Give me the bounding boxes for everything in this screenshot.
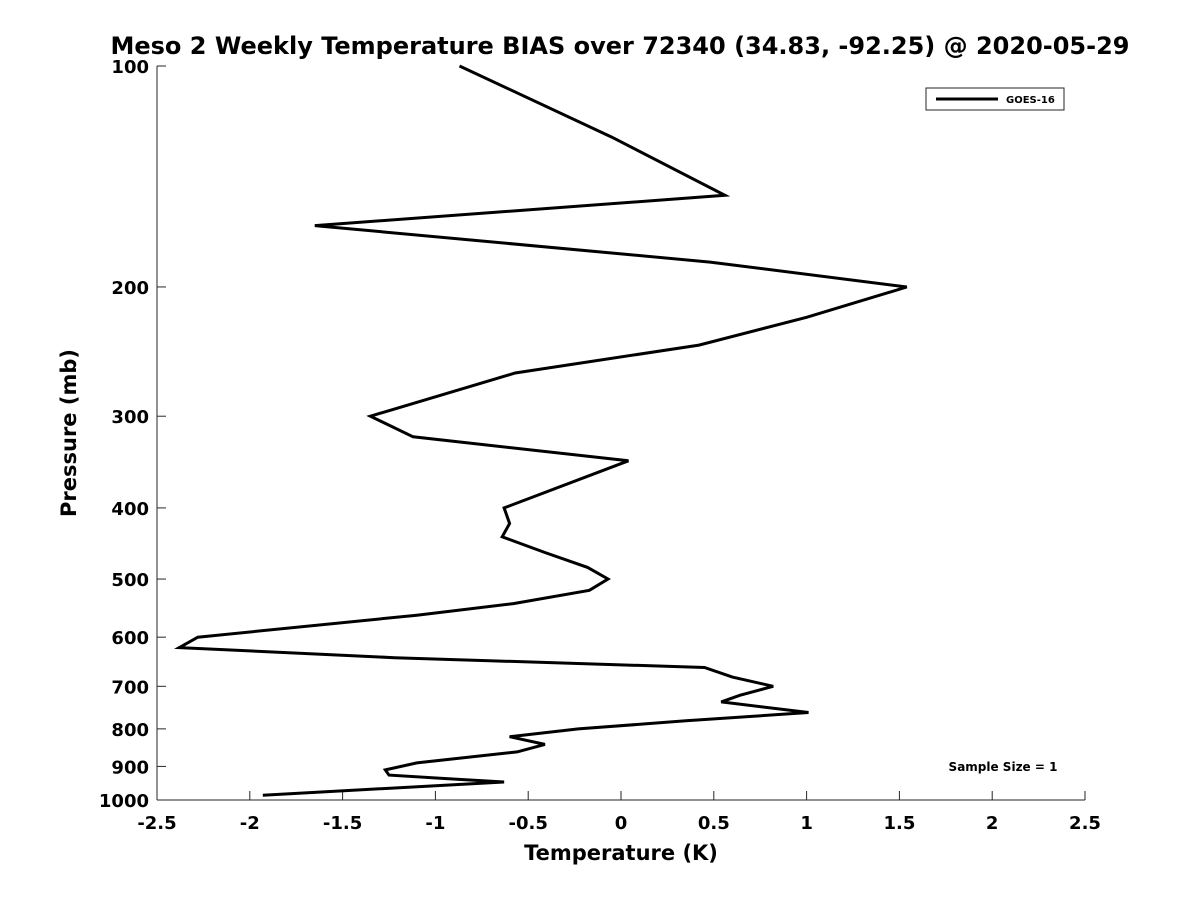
y-tick-label: 400: [111, 499, 149, 520]
y-tick-label: 300: [111, 407, 149, 428]
x-tick-label: 0: [615, 813, 628, 834]
x-axis-ticks: -2.5 -2 -1.5 -1 -0.5 0 0.5 1 1.5 2 2.5: [137, 791, 1101, 834]
chart-title: Meso 2 Weekly Temperature BIAS over 7234…: [110, 32, 1129, 60]
y-tick-label: 100: [111, 57, 149, 78]
y-axis-label: Pressure (mb): [57, 349, 81, 517]
x-tick-label: -2.5: [137, 813, 176, 834]
x-tick-label: 1.5: [883, 813, 915, 834]
sample-size-annotation: Sample Size = 1: [949, 760, 1058, 774]
x-tick-label: -1.5: [323, 813, 362, 834]
y-tick-label: 1000: [99, 791, 149, 812]
y-tick-label: 900: [111, 757, 149, 778]
x-tick-label: -1: [425, 813, 445, 834]
x-tick-label: 2: [986, 813, 999, 834]
y-tick-label: 800: [111, 720, 149, 741]
y-tick-label: 500: [111, 570, 149, 591]
series-layer: [174, 64, 908, 797]
x-tick-label: 2.5: [1069, 813, 1101, 834]
y-axis-ticks: 100 200 300 400 500 600 700 800 900 1000: [99, 57, 166, 812]
x-tick-label: 1: [800, 813, 813, 834]
x-tick-label: -0.5: [509, 813, 548, 834]
legend-entry-goes16: GOES-16: [1006, 95, 1055, 106]
x-tick-label: 0.5: [698, 813, 730, 834]
x-tick-label: -2: [240, 813, 260, 834]
y-tick-label: 600: [111, 628, 149, 649]
y-tick-label: 200: [111, 278, 149, 299]
legend: GOES-16: [925, 87, 1065, 111]
x-axis-label: Temperature (K): [524, 841, 718, 865]
y-tick-label: 700: [111, 677, 149, 698]
series-line-goes16: [174, 64, 908, 797]
